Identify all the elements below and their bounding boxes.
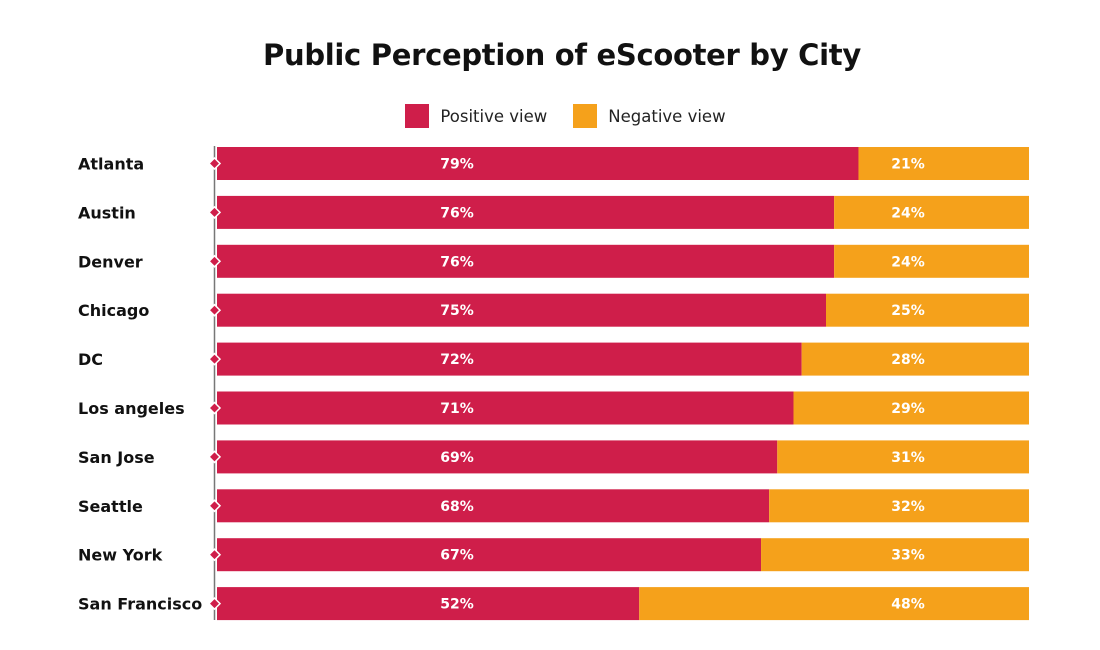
bar-positive-los-angeles — [217, 391, 794, 425]
axis-marker-los-angeles — [207, 401, 222, 415]
legend-item-positive: Positive view — [405, 104, 547, 128]
data-label-negative-seattle: 32% — [891, 499, 925, 515]
bar-negative-new-york — [761, 538, 1029, 572]
category-label-dc: DC — [78, 350, 103, 369]
bar-positive-austin — [217, 195, 835, 229]
data-label-positive-atlanta: 79% — [440, 157, 474, 173]
bar-positive-seattle — [217, 489, 770, 523]
category-label-san-francisco: San Francisco — [78, 595, 202, 614]
category-label-los-angeles: Los angeles — [78, 399, 185, 418]
chart-title: Public Perception of eScooter by City — [263, 38, 861, 72]
bar-negative-denver — [834, 244, 1029, 278]
bar-negative-seattle — [769, 489, 1029, 523]
data-label-positive-san-jose: 69% — [440, 450, 474, 466]
bar-positive-new-york — [217, 538, 762, 572]
bar-negative-chicago — [826, 293, 1029, 327]
bar-negative-san-francisco — [639, 587, 1029, 621]
axis-marker-new-york — [207, 548, 222, 562]
data-label-negative-new-york: 33% — [891, 548, 925, 564]
category-label-denver: Denver — [78, 252, 143, 271]
axis-marker-austin — [207, 205, 222, 219]
data-label-positive-denver: 76% — [440, 254, 474, 270]
axis-marker-atlanta — [207, 156, 222, 171]
axis-marker-chicago — [207, 303, 222, 317]
data-label-negative-chicago: 25% — [891, 303, 925, 319]
bar-positive-dc — [217, 342, 802, 376]
data-label-positive-seattle: 68% — [440, 499, 474, 515]
axis-marker-seattle — [207, 499, 222, 513]
category-label-new-york: New York — [78, 546, 163, 565]
data-label-negative-denver: 24% — [891, 254, 925, 270]
data-label-positive-dc: 72% — [440, 352, 474, 368]
bar-positive-san-francisco — [217, 587, 640, 621]
data-label-positive-san-francisco: 52% — [440, 597, 474, 613]
data-label-negative-san-jose: 31% — [891, 450, 925, 466]
category-label-chicago: Chicago — [78, 301, 149, 320]
data-label-negative-austin: 24% — [891, 205, 925, 221]
bar-negative-austin — [834, 195, 1029, 229]
category-label-austin: Austin — [78, 203, 136, 222]
axis-marker-san-francisco — [207, 597, 222, 611]
bar-positive-san-jose — [217, 440, 778, 474]
data-label-negative-dc: 28% — [891, 352, 925, 368]
axis-marker-san-jose — [207, 450, 222, 464]
data-label-positive-austin: 76% — [440, 205, 474, 221]
legend-swatch-negative — [573, 104, 598, 128]
data-label-negative-atlanta: 21% — [891, 157, 925, 173]
data-label-positive-los-angeles: 71% — [440, 401, 474, 417]
bar-positive-chicago — [217, 293, 826, 327]
data-label-negative-los-angeles: 29% — [891, 401, 925, 417]
category-label-san-jose: San Jose — [78, 448, 155, 467]
legend-label-negative: Negative view — [608, 106, 726, 126]
bar-positive-denver — [217, 244, 835, 278]
bar-negative-los-angeles — [793, 391, 1029, 425]
category-label-atlanta: Atlanta — [78, 155, 144, 174]
legend-label-positive: Positive view — [440, 106, 548, 126]
data-label-positive-chicago: 75% — [440, 303, 474, 319]
data-label-negative-san-francisco: 48% — [891, 597, 925, 613]
bar-negative-atlanta — [858, 147, 1029, 180]
legend-swatch-positive — [405, 104, 430, 128]
chart-legend: Positive view Negative view — [0, 104, 1100, 128]
axis-marker-denver — [207, 254, 222, 268]
axis-marker-dc — [207, 352, 222, 366]
legend-item-negative: Negative view — [573, 104, 726, 128]
bar-negative-dc — [801, 342, 1029, 376]
category-label-seattle: Seattle — [78, 497, 143, 516]
bar-negative-san-jose — [777, 440, 1029, 474]
data-label-positive-new-york: 67% — [440, 548, 474, 564]
bar-positive-atlanta — [217, 147, 859, 180]
